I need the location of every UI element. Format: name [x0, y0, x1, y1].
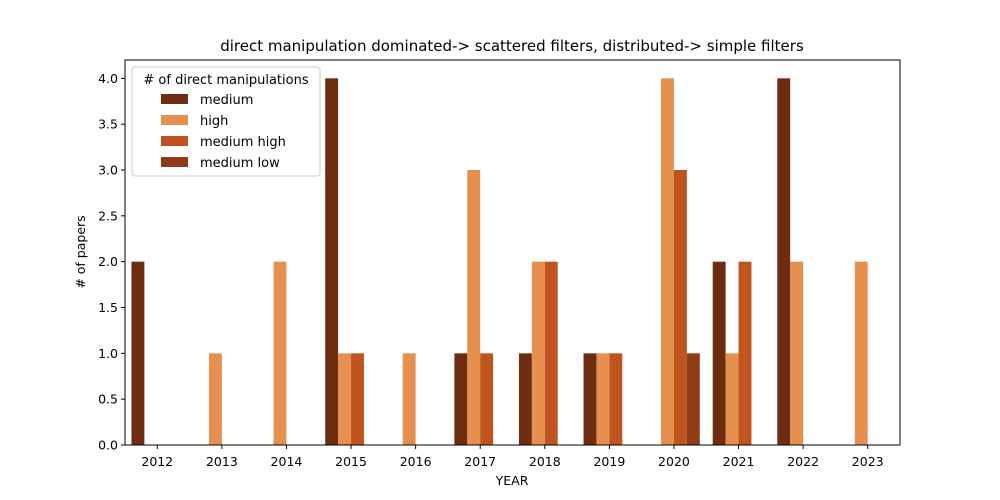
bar-high-2015 [338, 353, 352, 445]
bar-medium-2017 [454, 353, 468, 445]
bar-high-2017 [467, 170, 481, 445]
bar-high-2013 [208, 353, 222, 445]
bar-high-2020 [661, 78, 674, 445]
x-tick-label: 2023 [852, 454, 884, 469]
legend-label-medium: medium [200, 93, 253, 108]
x-axis: 2012 2013 2014 2015 2016 2017 2018 2019 2020 2021… [141, 445, 884, 469]
bar-high-2023 [854, 261, 868, 445]
y-axis: 0.0 0.5 1.0 1.5 2.0 2.5 3.0 3.5 4.0 [98, 71, 125, 453]
bars-group [131, 78, 868, 445]
x-tick-label: 2022 [787, 454, 819, 469]
chart-title: direct manipulation dominated-> scattere… [220, 37, 804, 55]
plot-frame [124, 59, 901, 446]
legend-swatch-medium-high [161, 136, 188, 146]
legend-title: # of direct manipulations [143, 73, 308, 88]
y-tick-label: 4.0 [98, 71, 118, 86]
bar-high-2016 [402, 353, 416, 445]
y-tick-label: 2.5 [98, 208, 118, 223]
legend-swatch-medium-low [161, 157, 188, 167]
bar-high-2014 [273, 261, 287, 445]
legend-label-medium-low: medium low [200, 156, 280, 171]
y-tick-label: 2.0 [98, 254, 118, 269]
bar-medium-high-2020 [673, 170, 687, 445]
y-tick-label: 0.0 [98, 438, 118, 453]
bar-medium-high-2019 [609, 353, 623, 445]
bar-medium-high-2017 [480, 353, 494, 445]
bar-medium-2021 [712, 261, 726, 445]
bar-high-2018 [531, 261, 545, 445]
bar-medium-2015 [325, 78, 339, 445]
y-tick-label: 1.5 [98, 300, 118, 315]
x-tick-label: 2018 [529, 454, 561, 469]
x-tick-label: 2017 [464, 454, 496, 469]
legend-swatch-high [161, 115, 188, 125]
y-tick-label: 0.5 [98, 392, 118, 407]
x-tick-label: 2015 [335, 454, 367, 469]
bar-medium-high-2018 [544, 261, 558, 445]
bar-medium-low-2020 [686, 353, 700, 445]
bar-medium-2018 [518, 353, 532, 445]
bar-medium-high-2015 [351, 353, 364, 445]
y-tick-label: 3.0 [98, 163, 118, 178]
x-tick-label: 2012 [141, 454, 173, 469]
y-axis-label: # of papers [73, 215, 88, 288]
bar-high-2021 [725, 353, 739, 445]
bar-medium-high-2021 [738, 261, 752, 445]
legend-swatch-medium [161, 94, 188, 104]
y-tick-label: 3.5 [98, 117, 118, 132]
bar-medium-2019 [583, 353, 597, 445]
x-tick-label: 2014 [271, 454, 303, 469]
bar-medium-2012 [131, 261, 145, 445]
x-axis-label: YEAR [495, 473, 529, 488]
bar-high-2019 [596, 353, 610, 445]
x-tick-label: 2016 [400, 454, 432, 469]
legend: # of direct manipulations medium high mediu… [131, 66, 321, 177]
x-tick-label: 2021 [723, 454, 755, 469]
legend-label-high: high [200, 114, 228, 129]
legend-label-medium-high: medium high [200, 135, 286, 150]
bar-medium-2022 [777, 78, 791, 445]
x-tick-label: 2013 [206, 454, 238, 469]
y-tick-label: 1.0 [98, 346, 118, 361]
x-tick-label: 2019 [593, 454, 625, 469]
bar-high-2022 [790, 261, 804, 445]
x-tick-label: 2020 [658, 454, 690, 469]
